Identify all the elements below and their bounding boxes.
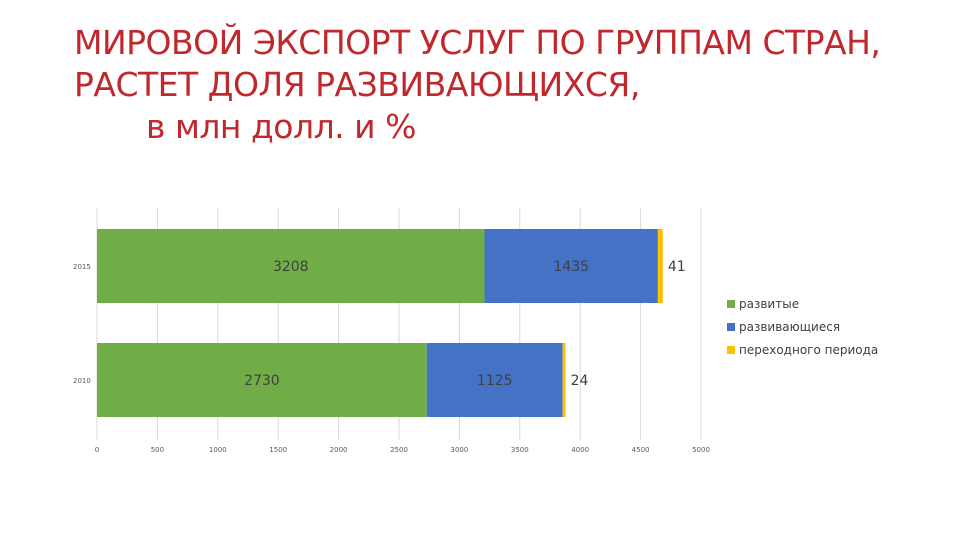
legend-swatch (727, 323, 735, 331)
data-label: 1125 (477, 373, 513, 389)
x-tick-label: 3500 (511, 446, 529, 454)
bar-segment (562, 343, 566, 417)
data-label: 1435 (553, 259, 589, 275)
legend-swatch (727, 300, 735, 308)
x-tick-label: 0 (95, 446, 99, 454)
x-tick-label: 4500 (632, 446, 650, 454)
bar-segment (484, 229, 658, 303)
legend-label: развитые (739, 297, 799, 311)
y-category-label: 2010 (73, 377, 91, 385)
title-line-1: МИРОВОЙ ЭКСПОРТ УСЛУГ ПО ГРУППАМ СТРАН, (74, 23, 881, 62)
data-label: 24 (571, 373, 589, 389)
title-line-3: в млн долл. и % (146, 107, 416, 146)
x-tick-label: 2000 (330, 446, 348, 454)
legend-label: переходного периода (739, 343, 878, 357)
bar-segment (426, 343, 563, 417)
chart-title: МИРОВОЙ ЭКСПОРТ УСЛУГ ПО ГРУППАМ СТРАН, … (74, 22, 934, 148)
data-label: 2730 (244, 373, 280, 389)
bar-segment (97, 229, 485, 303)
x-tick-label: 2500 (390, 446, 408, 454)
x-tick-label: 500 (151, 446, 164, 454)
legend-swatch (727, 346, 735, 354)
x-tick-label: 5000 (692, 446, 710, 454)
x-tick-label: 4000 (571, 446, 589, 454)
data-label: 41 (668, 259, 686, 275)
data-label: 3208 (273, 259, 309, 275)
x-tick-label: 3000 (450, 446, 468, 454)
bar-segment (97, 343, 427, 417)
x-tick-label: 1500 (269, 446, 287, 454)
bar-segment (657, 229, 663, 303)
title-line-2: РАСТЕТ ДОЛЯ РАЗВИВАЮЩИХСЯ, (74, 65, 640, 104)
x-tick-label: 1000 (209, 446, 227, 454)
y-category-label: 2015 (73, 263, 91, 271)
legend-label: развивающиеся (739, 320, 840, 334)
